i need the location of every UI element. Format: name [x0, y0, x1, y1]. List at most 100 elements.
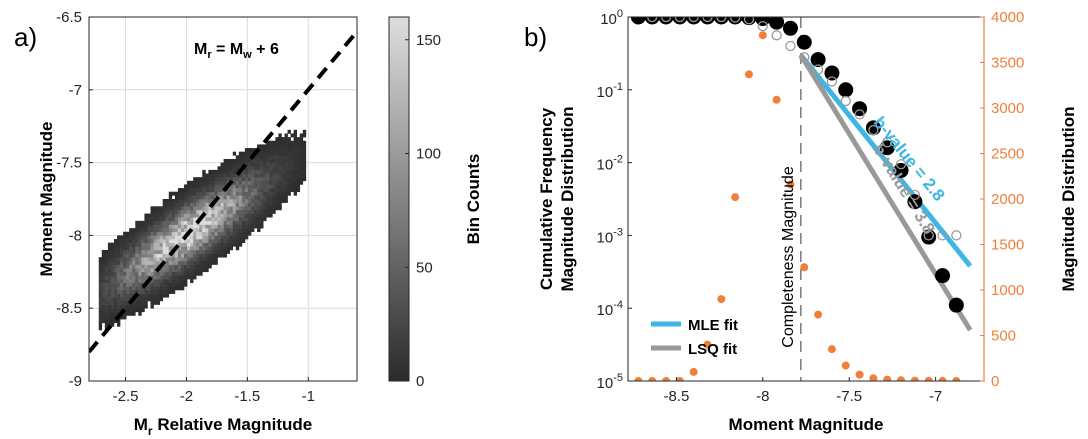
heatmap-cell — [165, 260, 170, 265]
heatmap-cell — [101, 282, 106, 287]
heatmap-cell — [296, 169, 301, 174]
heatmap-cell — [132, 286, 136, 291]
heatmap-cell — [278, 184, 282, 189]
heatmap-cell — [275, 166, 279, 171]
heatmap-cell — [260, 148, 264, 152]
heatmap-cell — [208, 249, 212, 254]
heatmap-cell — [126, 308, 130, 313]
lsq-cumulative-point — [647, 17, 658, 23]
heatmap-cell — [162, 239, 167, 243]
heatmap-cell — [123, 311, 127, 316]
heatmap-cell — [199, 184, 203, 189]
heatmap-cell — [110, 268, 115, 273]
heatmap-cell — [135, 275, 139, 280]
heatmap-cell — [214, 239, 218, 243]
heatmap-cell — [126, 242, 130, 247]
heatmap-cell — [190, 224, 194, 229]
heatmap-cell — [263, 188, 267, 193]
heatmap-cell — [107, 271, 112, 276]
heatmap-cell — [101, 311, 106, 316]
heatmap-cell — [290, 177, 294, 182]
heatmap-cell — [199, 220, 203, 225]
heatmap-cell — [223, 195, 227, 200]
heatmap-cell — [174, 220, 179, 225]
heatmap-cell — [244, 188, 249, 193]
heatmap-cell — [220, 224, 224, 229]
heatmap-cell — [244, 191, 249, 196]
heatmap-cell — [120, 253, 124, 258]
heatmap-cell — [266, 166, 270, 171]
heatmap-cell — [196, 209, 200, 214]
heatmap-cell — [275, 177, 279, 182]
heatmap-cell — [232, 217, 237, 222]
heatmap-cell — [144, 231, 148, 236]
heatmap-cell — [266, 188, 270, 193]
heatmap-cell — [278, 155, 282, 160]
heatmap-cell — [98, 304, 103, 309]
heatmap-cell — [104, 311, 109, 316]
heatmap-cell — [159, 297, 163, 302]
heatmap-cell — [266, 140, 270, 145]
heatmap-cell — [98, 290, 103, 294]
heatmap-cell — [126, 275, 130, 280]
heatmap-cell — [193, 206, 197, 211]
heatmap-cell — [235, 180, 240, 185]
heatmap-cell — [266, 148, 270, 152]
heatmap-cell — [123, 282, 127, 287]
heatmap-cell — [278, 180, 282, 185]
heatmap-cell — [123, 275, 127, 280]
heatmap-cell — [290, 173, 294, 178]
heatmap-cell — [199, 224, 203, 229]
heatmap-cell — [138, 253, 142, 258]
heatmap-cell — [129, 282, 133, 287]
x-tick-label: -8 — [756, 388, 769, 405]
heatmap-cell — [260, 188, 264, 193]
heatmap-cell — [117, 264, 121, 269]
heatmap-cell — [193, 228, 197, 233]
heatmap-cell — [217, 235, 221, 240]
heatmap-cell — [153, 206, 157, 211]
heatmap-cell — [211, 228, 215, 233]
heatmap-cell — [220, 206, 224, 211]
heatmap-cell — [202, 249, 206, 254]
heatmap-cell — [241, 224, 246, 229]
heatmap-cell — [162, 231, 167, 236]
heatmap-cell — [290, 180, 294, 185]
heatmap-cell — [159, 217, 163, 222]
heatmap-cell — [193, 188, 197, 193]
heatmap-cell — [269, 144, 273, 149]
heatmap-cell — [199, 188, 203, 193]
heatmap-cell — [177, 275, 182, 280]
heatmap-cell — [174, 235, 179, 240]
heatmap-cell — [269, 188, 273, 193]
heatmap-cell — [184, 264, 188, 269]
heatmap-cell — [110, 315, 115, 320]
heatmap-cell — [190, 220, 194, 225]
heatmap-cell — [220, 188, 224, 193]
magnitude-count-point — [786, 180, 795, 189]
heatmap-cell — [281, 180, 285, 185]
heatmap-cell — [184, 199, 188, 203]
heatmap-cell — [278, 191, 282, 196]
heatmap-cell — [217, 249, 221, 254]
heatmap-cell — [208, 228, 212, 233]
heatmap-cell — [214, 177, 218, 182]
heatmap-cell — [199, 202, 203, 207]
heatmap-cell — [177, 220, 182, 225]
heatmap-cell — [184, 275, 188, 280]
heatmap-cell — [135, 282, 139, 287]
heatmap-cell — [129, 257, 133, 262]
heatmap-cell — [205, 191, 209, 196]
heatmap-cell — [162, 202, 167, 207]
heatmap-cell — [202, 220, 206, 225]
heatmap-cell — [190, 202, 194, 207]
heatmap-cell — [275, 151, 279, 156]
heatmap-cell — [287, 184, 291, 189]
heatmap-cell — [162, 257, 167, 262]
heatmap-cell — [217, 180, 221, 185]
heatmap-cell — [171, 220, 176, 225]
heatmap-cell — [232, 224, 237, 229]
heatmap-cell — [251, 224, 255, 229]
heatmap-cell — [220, 220, 224, 225]
